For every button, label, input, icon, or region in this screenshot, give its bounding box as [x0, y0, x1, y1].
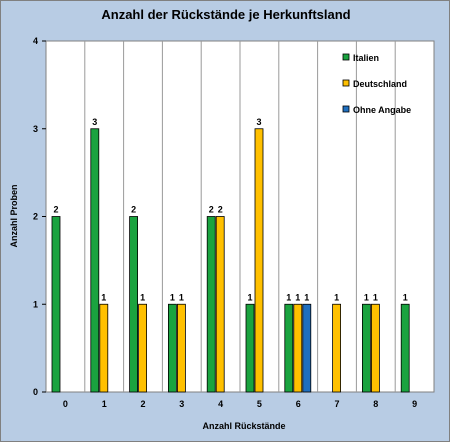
bar-value-label: 2 — [218, 205, 223, 215]
y-axis-title: Anzahl Proben — [9, 184, 19, 247]
x-tick-label: 4 — [218, 399, 223, 409]
x-tick-label: 8 — [373, 399, 378, 409]
legend-label: Italien — [353, 53, 379, 63]
legend-swatch — [342, 105, 350, 113]
bars — [51, 128, 410, 393]
bar-value-label: 3 — [256, 117, 261, 127]
bar — [51, 216, 61, 393]
bar-value-label: 2 — [53, 205, 58, 215]
bar — [215, 216, 225, 393]
bar — [176, 303, 186, 393]
grid-lines — [84, 41, 396, 392]
legend-swatch — [342, 53, 350, 61]
bar — [129, 216, 139, 393]
legend: Italien Deutschland Ohne Angabe — [342, 53, 411, 115]
bar-value-label: 1 — [170, 292, 175, 302]
legend-label: Deutschland — [353, 79, 407, 89]
y-tick-label: 1 — [33, 299, 38, 309]
bar-value-label: 1 — [364, 292, 369, 302]
x-tick-label: 1 — [102, 399, 107, 409]
bar-value-label: 3 — [92, 117, 97, 127]
bar — [400, 303, 410, 393]
bar-value-label: 1 — [247, 292, 252, 302]
legend-label: Ohne Angabe — [353, 105, 411, 115]
bar — [302, 303, 312, 393]
y-tick-label: 4 — [33, 36, 38, 46]
bar-value-label: 1 — [101, 292, 106, 302]
bar — [245, 303, 255, 393]
bar — [90, 128, 100, 393]
bar-value-label: 1 — [179, 292, 184, 302]
x-tick-label: 3 — [179, 399, 184, 409]
legend-swatch — [342, 79, 350, 87]
y-tick-label: 2 — [33, 212, 38, 222]
y-tick-label: 0 — [33, 387, 38, 397]
x-tick-label: 9 — [412, 399, 417, 409]
x-tick-label: 2 — [140, 399, 145, 409]
bar — [361, 303, 371, 393]
bar — [254, 128, 264, 393]
bar — [138, 303, 148, 393]
axes: 0 1 2 3 4 0 1 2 3 4 5 6 7 8 9 — [33, 36, 417, 409]
bar-value-label: 1 — [286, 292, 291, 302]
bar-value-label: 1 — [304, 292, 309, 302]
bar-value-label: 1 — [334, 292, 339, 302]
bar — [167, 303, 177, 393]
x-tick-label: 7 — [334, 399, 339, 409]
bar-value-label: 1 — [403, 292, 408, 302]
bar — [99, 303, 109, 393]
bar — [332, 303, 342, 393]
y-tick-label: 3 — [33, 124, 38, 134]
bar — [370, 303, 380, 393]
bar-value-label: 1 — [373, 292, 378, 302]
bar — [284, 303, 294, 393]
bar — [293, 303, 303, 393]
bar — [206, 216, 216, 393]
x-tick-label: 6 — [296, 399, 301, 409]
x-tick-label: 0 — [63, 399, 68, 409]
chart-title: Anzahl der Rückstände je Herkunftsland — [101, 7, 350, 22]
x-tick-label: 5 — [257, 399, 262, 409]
x-axis-title: Anzahl Rückstände — [202, 421, 285, 431]
bar-value-label: 1 — [295, 292, 300, 302]
bar-value-label: 1 — [140, 292, 145, 302]
bar-value-label: 2 — [209, 205, 214, 215]
bar-value-label: 2 — [131, 205, 136, 215]
